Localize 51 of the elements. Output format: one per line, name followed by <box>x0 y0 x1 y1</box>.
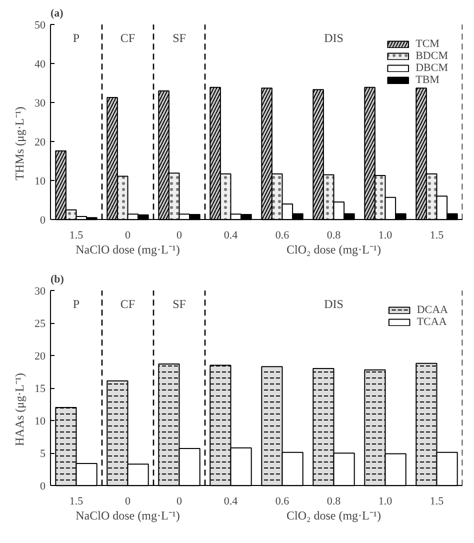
text: NaClO dose (mg·L⁻¹) <box>76 508 180 523</box>
x-tick-label: 1.0 <box>378 496 393 508</box>
x-tick-label: 1.5 <box>430 496 444 508</box>
x-tick-label: 0 <box>176 230 182 242</box>
y-tick-label: 10 <box>34 416 46 428</box>
x-tick-label: 0 <box>176 496 182 508</box>
y-tick-label: 0 <box>40 214 46 227</box>
x-tick-label: 1.5 <box>69 230 84 242</box>
x-tick-label: 1.5 <box>69 496 84 508</box>
legend-label: TBM <box>416 74 440 86</box>
annotation: DIS <box>324 31 344 46</box>
y-tick-label: 15 <box>34 383 46 396</box>
legend-label: TCM <box>416 38 440 50</box>
text: ClO₂ dose (mg·L⁻¹) <box>286 508 381 523</box>
text: NaClO dose (mg·L⁻¹) <box>76 242 180 257</box>
x-tick-label: 0 <box>125 496 131 508</box>
annotation: SF <box>172 31 186 46</box>
legend-label: TCAA <box>416 316 447 328</box>
y-tick-label: 50 <box>34 20 46 32</box>
y-tick-label: 10 <box>34 176 46 188</box>
legend-label: DCAA <box>416 304 448 316</box>
annotation: CF <box>120 297 136 312</box>
y-axis-title: THMs (μg·L⁻¹) <box>12 106 26 180</box>
legend-label: BDCM <box>416 50 448 62</box>
annotation: P <box>72 297 80 312</box>
y-tick-label: 20 <box>34 136 46 149</box>
y-tick-label: 0 <box>40 480 46 493</box>
y-tick-label: 40 <box>34 58 46 71</box>
x-tick-label: 0.4 <box>224 496 238 508</box>
legend-label: DBCM <box>416 62 448 74</box>
y-tick-label: 25 <box>34 318 46 330</box>
annotation: DIS <box>324 297 344 312</box>
y-tick-label: 30 <box>34 286 46 298</box>
y-tick-label: 30 <box>34 98 46 110</box>
x-tick-label: 0.6 <box>275 230 290 242</box>
y-tick-label: 20 <box>34 350 46 363</box>
x-tick-label: 1.0 <box>378 230 393 242</box>
annotation: CF <box>120 31 136 46</box>
x-tick-label: 0.4 <box>224 230 238 242</box>
annotation: P <box>72 31 80 46</box>
x-tick-label: 1.5 <box>430 230 444 242</box>
x-tick-label: 0 <box>125 230 131 242</box>
y-axis-title: HAAs (μg·L⁻¹) <box>12 372 26 446</box>
y-tick-label: 5 <box>40 448 46 460</box>
chart-title: (b) <box>50 274 64 286</box>
x-tick-label: 0.8 <box>326 496 342 508</box>
text: ClO₂ dose (mg·L⁻¹) <box>286 242 381 257</box>
chart-title: (a) <box>50 8 64 20</box>
x-tick-label: 0.6 <box>275 496 290 508</box>
x-tick-label: 0.8 <box>326 230 342 242</box>
annotation: SF <box>172 297 186 312</box>
